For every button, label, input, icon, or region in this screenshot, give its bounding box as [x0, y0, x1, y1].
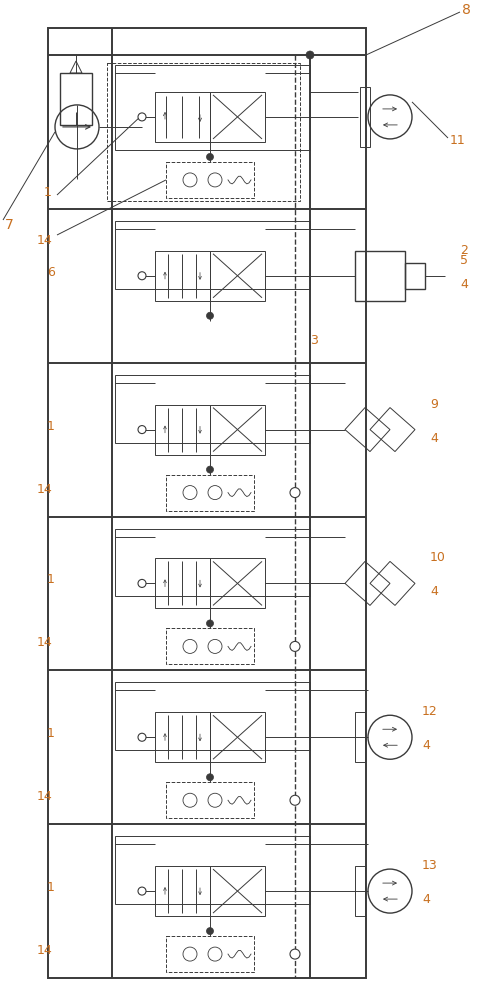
Text: 4: 4	[460, 278, 468, 291]
Text: 4: 4	[422, 893, 430, 906]
Bar	[115, 528, 310, 596]
Text: 14: 14	[37, 636, 53, 649]
Text: 13: 13	[422, 859, 438, 872]
Circle shape	[138, 113, 146, 121]
Circle shape	[206, 928, 213, 935]
Bar	[155, 558, 210, 608]
Text: 4: 4	[430, 585, 438, 598]
Bar	[155, 712, 210, 762]
Circle shape	[138, 887, 146, 895]
Text: 1: 1	[47, 881, 55, 894]
Text: 9: 9	[430, 398, 438, 411]
Circle shape	[206, 620, 213, 627]
Bar	[355, 866, 365, 916]
Bar	[166, 782, 254, 818]
Bar	[115, 682, 310, 750]
Circle shape	[290, 949, 300, 959]
Bar	[115, 375, 310, 443]
Bar	[115, 221, 310, 289]
Circle shape	[290, 641, 300, 651]
Text: 14: 14	[37, 483, 53, 496]
Bar	[155, 251, 210, 301]
Text: 11: 11	[450, 133, 466, 146]
Bar	[355, 251, 405, 301]
Text: 14: 14	[37, 790, 53, 803]
Bar	[155, 405, 210, 455]
Circle shape	[206, 774, 213, 781]
Text: 1: 1	[47, 727, 55, 740]
Bar	[166, 162, 254, 198]
Text: 8: 8	[462, 3, 471, 17]
Text: 14: 14	[37, 233, 53, 246]
Bar	[115, 836, 310, 904]
Bar	[155, 866, 210, 916]
Text: 3: 3	[310, 334, 318, 347]
Bar	[355, 712, 365, 762]
Circle shape	[306, 51, 314, 59]
Bar	[360, 87, 370, 147]
Bar	[107, 63, 300, 201]
Bar	[166, 475, 254, 511]
Text: 12: 12	[422, 705, 438, 718]
Bar	[166, 936, 254, 972]
Circle shape	[138, 579, 146, 587]
Bar	[48, 28, 366, 978]
Text: 6: 6	[47, 266, 55, 279]
Bar	[210, 405, 265, 455]
Bar	[60, 73, 92, 125]
Circle shape	[138, 733, 146, 741]
Bar	[210, 92, 265, 142]
Bar	[155, 92, 210, 142]
Text: 5: 5	[460, 254, 468, 267]
Bar	[115, 65, 310, 150]
Bar	[166, 628, 254, 664]
Circle shape	[138, 426, 146, 434]
Circle shape	[290, 795, 300, 805]
Bar	[210, 251, 265, 301]
Text: 1: 1	[47, 573, 55, 586]
Circle shape	[206, 466, 213, 473]
Text: 4: 4	[430, 432, 438, 445]
Text: 1: 1	[44, 186, 52, 200]
Bar	[210, 712, 265, 762]
Bar	[405, 263, 425, 289]
Circle shape	[206, 312, 213, 319]
Text: 7: 7	[5, 218, 14, 232]
Text: 14: 14	[37, 944, 53, 957]
Text: 1: 1	[47, 420, 55, 433]
Circle shape	[206, 153, 213, 160]
Circle shape	[290, 488, 300, 498]
Circle shape	[138, 272, 146, 280]
Bar	[210, 558, 265, 608]
Text: 4: 4	[422, 739, 430, 752]
Text: 2: 2	[460, 244, 468, 257]
Text: 10: 10	[430, 551, 446, 564]
Bar	[210, 866, 265, 916]
